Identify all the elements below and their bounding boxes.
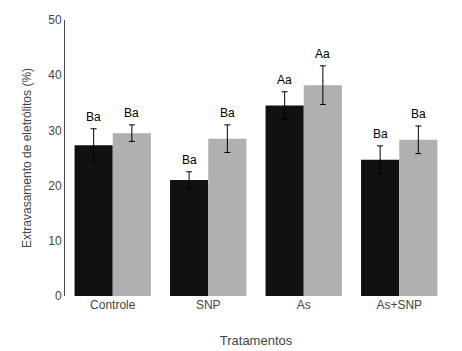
- svg-text:10: 10: [48, 234, 62, 248]
- svg-text:Ba: Ba: [220, 106, 235, 120]
- svg-text:20: 20: [48, 179, 62, 193]
- svg-text:Tratamentos: Tratamentos: [220, 333, 293, 348]
- svg-text:Ba: Ba: [411, 107, 426, 121]
- svg-text:Aa: Aa: [277, 73, 292, 87]
- svg-text:Ba: Ba: [124, 106, 139, 120]
- svg-text:Controle: Controle: [90, 298, 136, 312]
- svg-text:SNP: SNP: [196, 298, 221, 312]
- svg-text:Extravasamento de eletrólitos: Extravasamento de eletrólitos (%): [20, 68, 34, 248]
- svg-text:40: 40: [48, 68, 62, 82]
- svg-text:As: As: [297, 298, 311, 312]
- svg-text:Ba: Ba: [373, 127, 388, 141]
- svg-text:Ba: Ba: [182, 153, 197, 167]
- svg-text:Aa: Aa: [315, 47, 330, 61]
- svg-text:As+SNP: As+SNP: [376, 298, 422, 312]
- svg-text:Ba: Ba: [86, 110, 101, 124]
- svg-text:50: 50: [48, 13, 62, 27]
- svg-text:30: 30: [48, 124, 62, 138]
- svg-text:0: 0: [55, 289, 62, 303]
